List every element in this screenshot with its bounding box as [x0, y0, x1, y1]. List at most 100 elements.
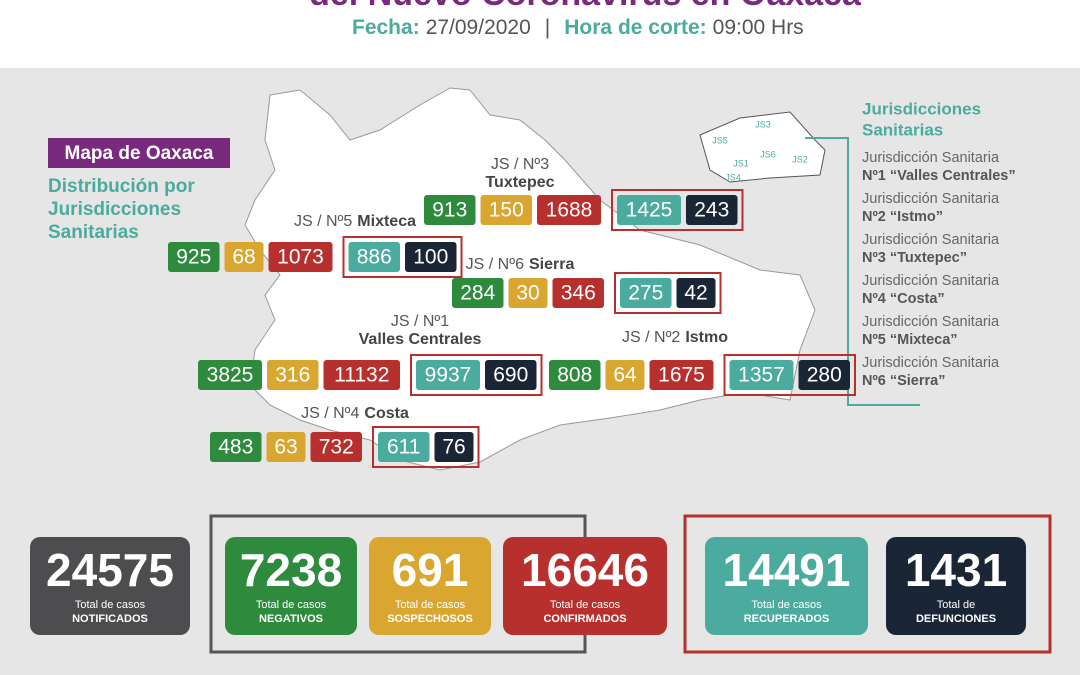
total-value: 16646 — [521, 544, 649, 596]
value-label: 1425 — [626, 199, 673, 222]
total-value: 1431 — [905, 544, 1007, 596]
total-box — [369, 537, 491, 635]
js-name: Sierra — [529, 256, 574, 273]
value-label: 808 — [557, 364, 592, 387]
value-box — [549, 360, 601, 390]
js-label: JS / Nº1 — [391, 313, 449, 330]
subtitle: Sanitarias — [48, 222, 139, 243]
value-label: 316 — [275, 364, 310, 387]
value-box — [485, 360, 537, 390]
legend-connector — [805, 137, 920, 406]
value-label: 1688 — [546, 199, 593, 222]
value-box — [267, 360, 319, 390]
sep: | — [545, 16, 550, 39]
total-box — [705, 537, 868, 635]
value-box — [508, 278, 548, 308]
hora: 09:00 Hrs — [713, 16, 804, 39]
value-box — [348, 242, 400, 272]
value-box — [323, 360, 400, 390]
value-label: 42 — [684, 282, 707, 305]
value-box — [434, 432, 474, 462]
value-label: 886 — [357, 246, 392, 269]
value-label: 100 — [413, 246, 448, 269]
inset-label: JS1 — [733, 158, 749, 168]
legend-title: Jurisdicciones — [862, 99, 981, 118]
js-name: Valles Centrales — [359, 331, 482, 348]
value-label: 68 — [232, 246, 255, 269]
value-box — [452, 278, 504, 308]
outcome-frame — [372, 426, 480, 468]
js-heading: JS / Nº6 Sierra — [466, 256, 575, 273]
value-box — [617, 195, 681, 225]
legend-line1: Jurisdicción Sanitaria — [862, 232, 1000, 248]
value-label: 913 — [432, 199, 467, 222]
total-value: 7238 — [240, 544, 342, 596]
value-label: 150 — [489, 199, 524, 222]
total-caption: Total de casos — [751, 599, 822, 611]
total-value: 14491 — [723, 544, 851, 596]
total-label: NOTIFICADOS — [72, 613, 148, 625]
value-box — [552, 278, 604, 308]
value-label: 483 — [218, 436, 253, 459]
inset-label: JS4 — [725, 172, 741, 182]
js-name: Mixteca — [357, 213, 416, 230]
value-label: 280 — [807, 364, 842, 387]
map-tag-bg — [48, 138, 230, 168]
outcome-frame — [611, 189, 744, 231]
hora-label: Hora de corte: — [564, 16, 706, 39]
fecha: 27/09/2020 — [426, 16, 531, 39]
js-heading: JS / Nº5 Mixteca — [294, 213, 416, 230]
inset-label: JS3 — [755, 119, 771, 129]
js-label: JS / Nº4 — [301, 405, 359, 422]
value-label: 1675 — [658, 364, 705, 387]
value-label: 63 — [274, 436, 297, 459]
legend-line1: Jurisdicción Sanitaria — [862, 273, 1000, 289]
value-box — [378, 432, 430, 462]
js-name: Costa — [364, 405, 409, 422]
value-label: 925 — [176, 246, 211, 269]
legend-line2: Nº1 “Valles Centrales” — [862, 168, 1016, 184]
value-label: 11132 — [334, 364, 389, 387]
value-label: 3825 — [207, 364, 254, 387]
value-box — [798, 360, 850, 390]
value-box — [310, 432, 362, 462]
value-label: 64 — [613, 364, 637, 387]
legend-line1: Jurisdicción Sanitaria — [862, 314, 1000, 330]
value-box — [416, 360, 480, 390]
legend-line2: Nº3 “Tuxtepec” — [862, 250, 967, 266]
total-value: 691 — [392, 544, 469, 596]
value-box — [686, 195, 738, 225]
value-box — [649, 360, 714, 390]
value-box — [405, 242, 457, 272]
legend-line2: Nº2 “Istmo” — [862, 209, 943, 225]
value-box — [268, 242, 333, 272]
total-box — [30, 537, 190, 635]
value-label: 30 — [516, 282, 539, 305]
legend-line1: Jurisdicción Sanitaria — [862, 191, 1000, 207]
value-box — [729, 360, 794, 390]
legend-line2: Nº6 “Sierra” — [862, 373, 945, 389]
value-label: 690 — [493, 364, 528, 387]
value-box — [605, 360, 645, 390]
value-box — [480, 195, 532, 225]
subtitle: Jurisdicciones — [48, 199, 181, 220]
js-name: Istmo — [685, 329, 728, 346]
total-caption: Total de — [937, 599, 976, 611]
value-box — [210, 432, 262, 462]
value-label: 76 — [442, 436, 465, 459]
js-label: JS / Nº5 — [294, 213, 352, 230]
total-label: SOSPECHOSOS — [387, 613, 473, 625]
total-label: RECUPERADOS — [744, 613, 830, 625]
total-caption: Total de casos — [75, 599, 146, 611]
legend-line2: Nº5 “Mixteca” — [862, 332, 958, 348]
legend-line2: Nº4 “Costa” — [862, 291, 945, 307]
frame-red — [683, 514, 1052, 654]
value-label: 1073 — [277, 246, 324, 269]
total-label: NEGATIVOS — [259, 613, 323, 625]
outcome-frame — [614, 272, 722, 314]
js-label: JS / Nº2 — [622, 329, 680, 346]
value-label: 611 — [387, 436, 420, 459]
total-value: 24575 — [46, 544, 174, 596]
js-name: Tuxtepec — [485, 174, 554, 191]
